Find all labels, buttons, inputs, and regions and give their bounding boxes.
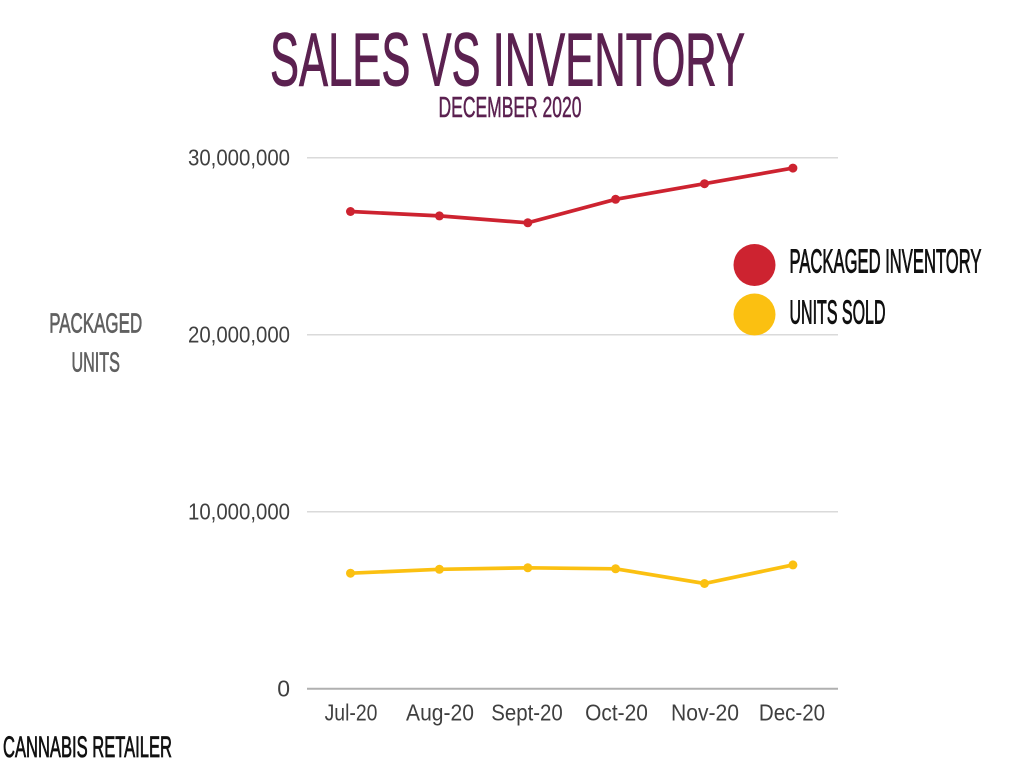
svg-text:CANNABIS RETAILER: CANNABIS RETAILER: [3, 731, 172, 764]
svg-text:30,000,000: 30,000,000: [188, 145, 290, 171]
svg-text:10,000,000: 10,000,000: [188, 499, 290, 525]
svg-text:0: 0: [277, 675, 290, 701]
svg-text:SALES VS INVENTORY: SALES VS INVENTORY: [270, 18, 745, 102]
svg-text:Oct-20: Oct-20: [585, 700, 648, 726]
svg-text:Jul-20: Jul-20: [325, 700, 378, 726]
svg-text:PACKAGED INVENTORY: PACKAGED INVENTORY: [790, 244, 982, 281]
svg-text:Nov-20: Nov-20: [671, 700, 739, 726]
svg-text:20,000,000: 20,000,000: [188, 322, 290, 348]
svg-text:Dec-20: Dec-20: [759, 700, 825, 726]
svg-text:UNITS SOLD: UNITS SOLD: [790, 294, 886, 331]
svg-text:Sept-20: Sept-20: [491, 700, 563, 726]
svg-text:DECEMBER 2020: DECEMBER 2020: [439, 92, 582, 124]
svg-text:Aug-20: Aug-20: [406, 700, 474, 726]
svg-text:UNITS: UNITS: [71, 347, 120, 378]
svg-text:PACKAGED: PACKAGED: [49, 308, 142, 339]
